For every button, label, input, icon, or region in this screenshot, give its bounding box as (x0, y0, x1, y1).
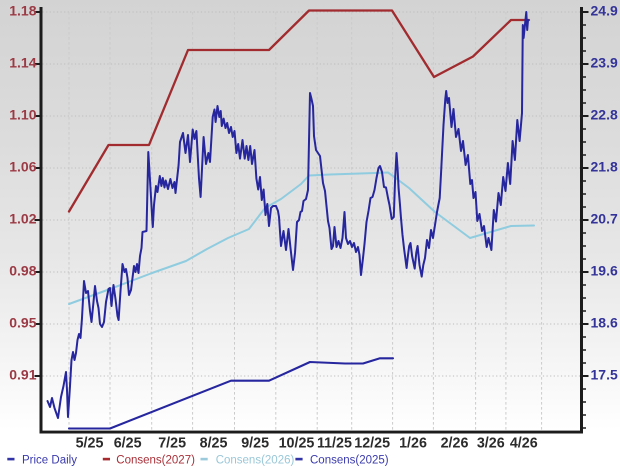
svg-text:Consens(2025): Consens(2025) (310, 454, 389, 466)
svg-text:Consens(2026): Consens(2026) (216, 454, 295, 466)
svg-text:0.98: 0.98 (9, 262, 36, 278)
svg-text:3/26: 3/26 (477, 435, 505, 451)
svg-text:Consens(2027): Consens(2027) (116, 454, 195, 466)
svg-text:19.6: 19.6 (591, 262, 618, 278)
svg-text:8/25: 8/25 (200, 435, 228, 451)
svg-text:17.5: 17.5 (591, 366, 618, 382)
svg-text:4/26: 4/26 (510, 435, 538, 451)
svg-text:1.14: 1.14 (9, 54, 36, 70)
svg-text:24.9: 24.9 (591, 2, 618, 18)
svg-text:11/25: 11/25 (317, 435, 352, 451)
svg-text:7/25: 7/25 (158, 435, 186, 451)
svg-text:0.95: 0.95 (9, 314, 36, 330)
svg-text:21.8: 21.8 (591, 158, 618, 174)
svg-text:6/25: 6/25 (114, 435, 142, 451)
svg-text:22.8: 22.8 (591, 106, 618, 122)
svg-text:5/25: 5/25 (76, 435, 104, 451)
svg-text:20.7: 20.7 (591, 210, 618, 226)
svg-text:Price Daily: Price Daily (22, 454, 77, 466)
svg-text:9/25: 9/25 (241, 435, 269, 451)
svg-text:23.9: 23.9 (591, 54, 618, 70)
svg-text:1.18: 1.18 (9, 2, 36, 18)
svg-text:0.91: 0.91 (9, 366, 36, 382)
svg-text:12/25: 12/25 (354, 435, 390, 451)
svg-text:1.02: 1.02 (9, 210, 36, 226)
svg-text:1/26: 1/26 (399, 435, 427, 451)
svg-text:2/26: 2/26 (441, 435, 469, 451)
svg-text:1.10: 1.10 (9, 106, 36, 122)
svg-text:1.06: 1.06 (9, 158, 36, 174)
svg-text:18.6: 18.6 (591, 314, 618, 330)
svg-text:10/25: 10/25 (279, 435, 315, 451)
